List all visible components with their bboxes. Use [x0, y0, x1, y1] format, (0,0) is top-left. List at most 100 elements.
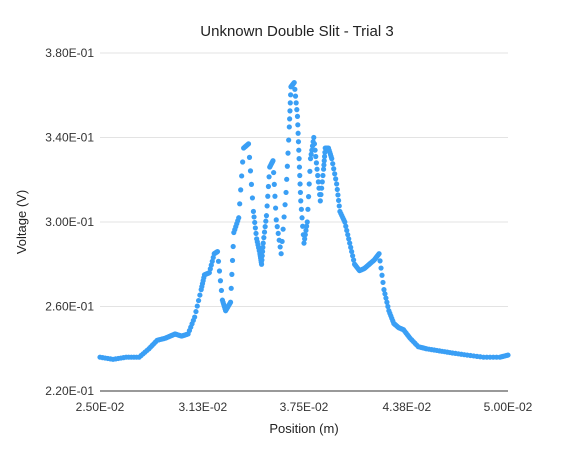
- data-point: [320, 166, 327, 172]
- data-point: [294, 113, 301, 119]
- data-point: [296, 164, 303, 170]
- data-point: [260, 240, 266, 246]
- data-point: [343, 223, 349, 229]
- data-point: [278, 251, 284, 257]
- data-point: [248, 181, 255, 187]
- data-point: [266, 174, 272, 180]
- data-point: [321, 162, 327, 168]
- data-point: [319, 185, 325, 191]
- data-point: [297, 181, 303, 187]
- data-point: [192, 314, 198, 320]
- data-point: [295, 130, 301, 136]
- data-point: [332, 171, 338, 177]
- data-point: [281, 214, 287, 220]
- data-point: [230, 243, 236, 250]
- data-point: [348, 244, 354, 250]
- data-point: [286, 137, 292, 143]
- data-points: [97, 79, 511, 362]
- y-tick-label: 3.80E-01: [45, 46, 94, 60]
- data-point: [321, 158, 327, 164]
- data-point: [304, 219, 310, 225]
- data-point: [282, 202, 288, 208]
- data-point: [286, 124, 292, 130]
- data-point: [249, 195, 256, 201]
- data-point: [311, 134, 317, 141]
- data-point: [312, 147, 318, 153]
- y-tick-label: 2.20E-01: [45, 384, 94, 398]
- data-point: [197, 292, 203, 298]
- data-point: [295, 139, 302, 145]
- data-point: [330, 161, 336, 167]
- data-point: [336, 203, 342, 209]
- data-point: [303, 227, 309, 234]
- y-axis-label: Voltage (V): [14, 190, 29, 254]
- data-point: [263, 218, 269, 224]
- data-point: [284, 176, 290, 182]
- data-point: [253, 230, 259, 237]
- data-point: [214, 248, 221, 255]
- data-point: [308, 151, 314, 157]
- data-point: [306, 181, 312, 187]
- data-point: [287, 116, 293, 122]
- x-tick-label: 5.00E-02: [484, 400, 533, 414]
- data-point: [218, 287, 225, 294]
- data-point: [294, 107, 300, 113]
- data-point: [345, 232, 351, 238]
- data-point: [251, 214, 257, 220]
- data-point: [265, 183, 272, 190]
- data-point: [349, 248, 355, 255]
- data-point: [246, 154, 253, 160]
- data-point: [271, 169, 277, 176]
- data-point: [315, 179, 321, 185]
- data-point: [299, 215, 305, 221]
- data-point: [305, 194, 312, 200]
- data-point: [333, 176, 339, 182]
- data-point: [307, 156, 314, 162]
- data-point: [319, 179, 325, 185]
- data-point: [334, 181, 340, 187]
- data-point: [227, 299, 234, 305]
- data-point: [505, 352, 511, 358]
- data-point: [258, 261, 265, 267]
- data-point: [285, 150, 291, 156]
- data-point: [217, 278, 224, 284]
- data-point: [273, 205, 279, 211]
- data-point: [259, 257, 265, 263]
- data-point: [298, 198, 304, 204]
- data-point: [335, 192, 341, 198]
- data-point: [307, 168, 313, 174]
- data-point: [378, 265, 384, 271]
- data-point: [298, 206, 304, 212]
- x-axis-label: Position (m): [269, 421, 338, 436]
- data-point: [300, 223, 306, 229]
- data-point: [304, 223, 310, 229]
- x-tick-label: 2.50E-02: [76, 400, 125, 414]
- data-point: [238, 187, 244, 193]
- data-point: [331, 166, 337, 172]
- data-point: [259, 248, 266, 255]
- data-point: [279, 238, 285, 245]
- data-point: [297, 189, 304, 196]
- data-point: [260, 244, 266, 250]
- data-point: [297, 172, 303, 179]
- data-point: [383, 295, 389, 301]
- data-point: [381, 287, 387, 293]
- data-point: [264, 203, 270, 209]
- data-point: [193, 308, 199, 315]
- y-axis-ticks: 2.20E-01 2.60E-01 3.00E-01 3.40E-01 3.80E-01: [45, 46, 94, 398]
- y-tick-label: 2.60E-01: [45, 300, 94, 314]
- data-point: [261, 235, 267, 241]
- data-point: [283, 189, 289, 196]
- data-point: [380, 279, 386, 286]
- data-point: [252, 225, 258, 231]
- data-point: [346, 236, 352, 242]
- data-point: [334, 186, 340, 193]
- data-point: [302, 232, 308, 238]
- data-point: [265, 193, 271, 199]
- data-point: [350, 253, 356, 259]
- data-point: [287, 100, 293, 106]
- data-point: [284, 163, 290, 169]
- data-point: [236, 215, 242, 221]
- data-point: [271, 181, 277, 187]
